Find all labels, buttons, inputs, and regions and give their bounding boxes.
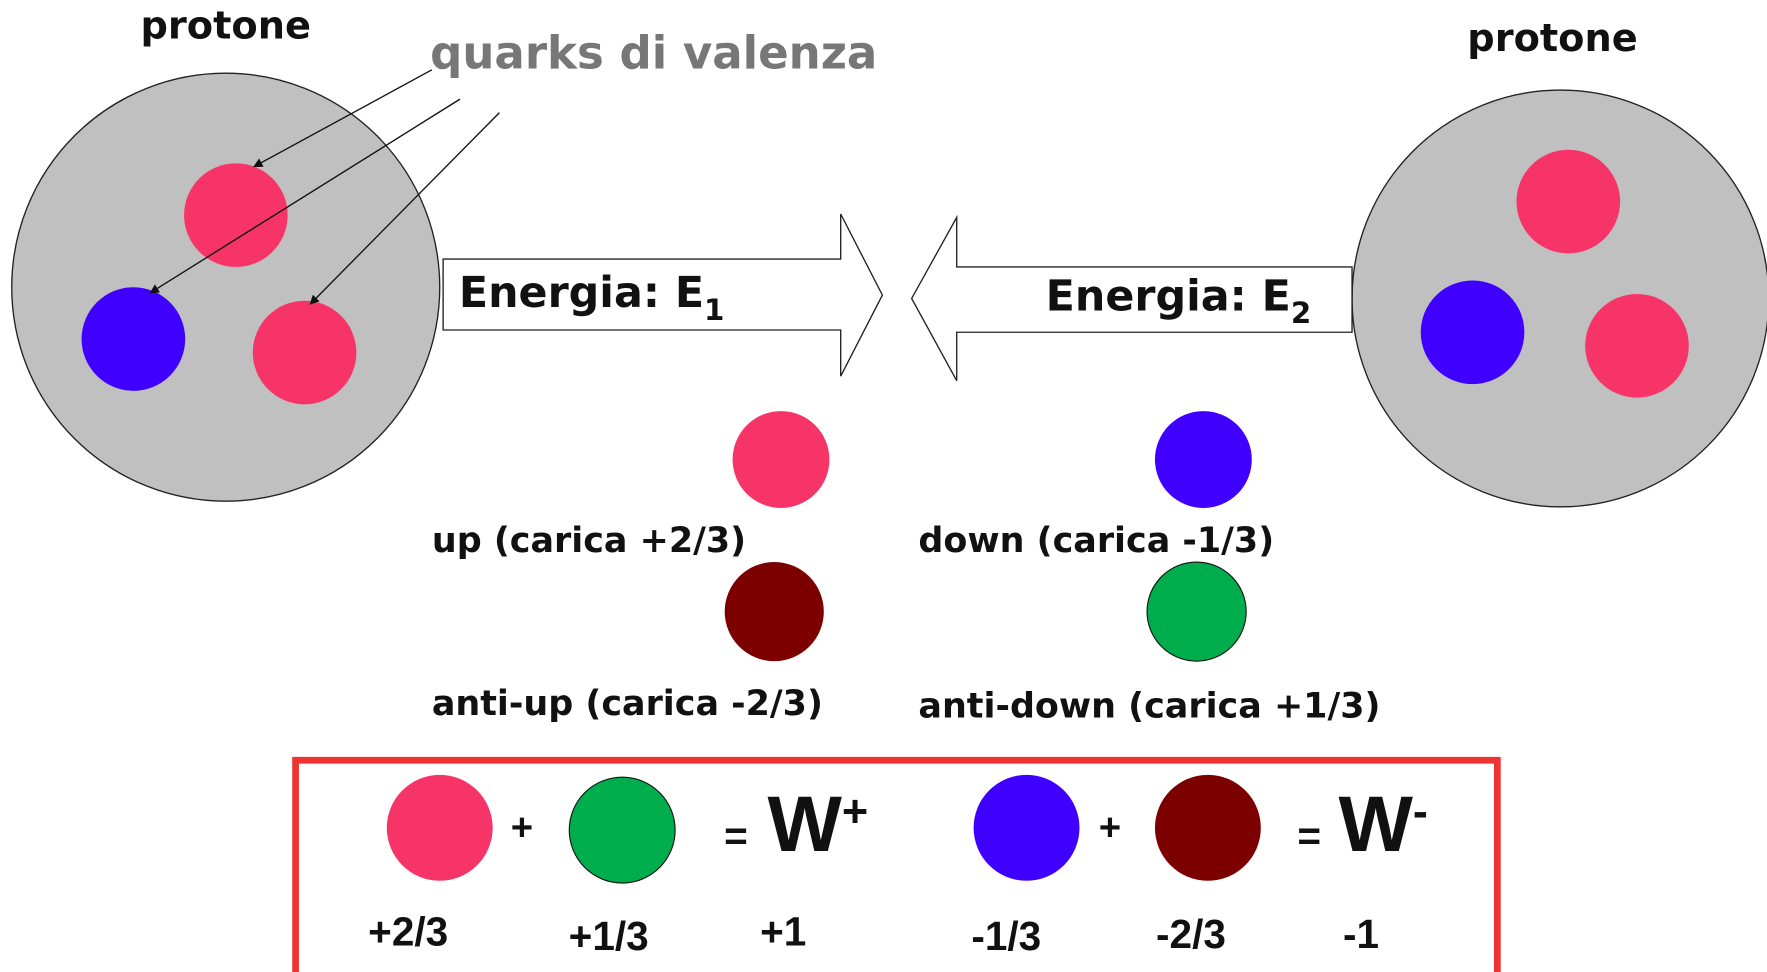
legend-anti-up xyxy=(724,562,824,662)
proton xyxy=(11,72,441,502)
equals: = xyxy=(1297,813,1321,859)
legend-label: anti-down (carica +1/3) xyxy=(918,686,1380,726)
legend-down xyxy=(1154,411,1252,508)
quark-anti-down xyxy=(568,776,676,884)
charge: +2/3 xyxy=(368,909,448,955)
operator: + xyxy=(511,806,533,849)
legend-anti-down xyxy=(1146,561,1247,662)
charge: -2/3 xyxy=(1156,911,1226,957)
pointer xyxy=(149,98,461,294)
quark-down xyxy=(973,774,1080,881)
boson: W- xyxy=(1339,780,1428,868)
legend-up xyxy=(732,411,830,508)
boson-symbol: W xyxy=(1339,780,1414,868)
equals: = xyxy=(724,813,748,859)
quark-up xyxy=(386,774,493,881)
quark-up xyxy=(1585,293,1689,398)
energy-label: Energia: E2 xyxy=(1046,271,1312,330)
legend-label: down (carica -1/3) xyxy=(918,521,1274,561)
annotation: quarks di valenza xyxy=(430,26,877,79)
energy-text: Energia: E xyxy=(459,268,704,318)
energy-text: Energia: E xyxy=(1046,271,1291,321)
operator: + xyxy=(1099,806,1121,849)
pointer xyxy=(253,69,433,168)
quark-up xyxy=(184,163,288,267)
quark-up xyxy=(1516,149,1621,254)
energy-arrow xyxy=(910,214,1353,382)
charge: +1 xyxy=(760,909,806,955)
boson-symbol: W xyxy=(767,780,842,868)
quark-down xyxy=(81,287,186,391)
legend-label: up (carica +2/3) xyxy=(432,521,746,561)
legend-label: anti-up (carica -2/3) xyxy=(432,684,823,724)
pointer xyxy=(309,112,500,305)
energy-arrow xyxy=(442,213,884,377)
boson: W+ xyxy=(767,780,868,868)
quark-anti-up xyxy=(1154,774,1261,881)
quark-down xyxy=(1420,280,1525,385)
proton-label: protone xyxy=(1467,16,1637,61)
energy-subscript: 1 xyxy=(704,292,724,326)
charge: -1 xyxy=(1343,911,1379,957)
boson-charge: - xyxy=(1413,785,1428,836)
charge: -1/3 xyxy=(971,913,1041,959)
boson-charge: + xyxy=(842,785,868,836)
energy-label: Energia: E1 xyxy=(459,268,725,327)
charge: +1/3 xyxy=(569,913,649,959)
quark-up xyxy=(252,300,357,405)
equation-box xyxy=(292,756,1501,972)
energy-subscript: 2 xyxy=(1291,296,1311,330)
proton-label: protone xyxy=(141,4,311,49)
